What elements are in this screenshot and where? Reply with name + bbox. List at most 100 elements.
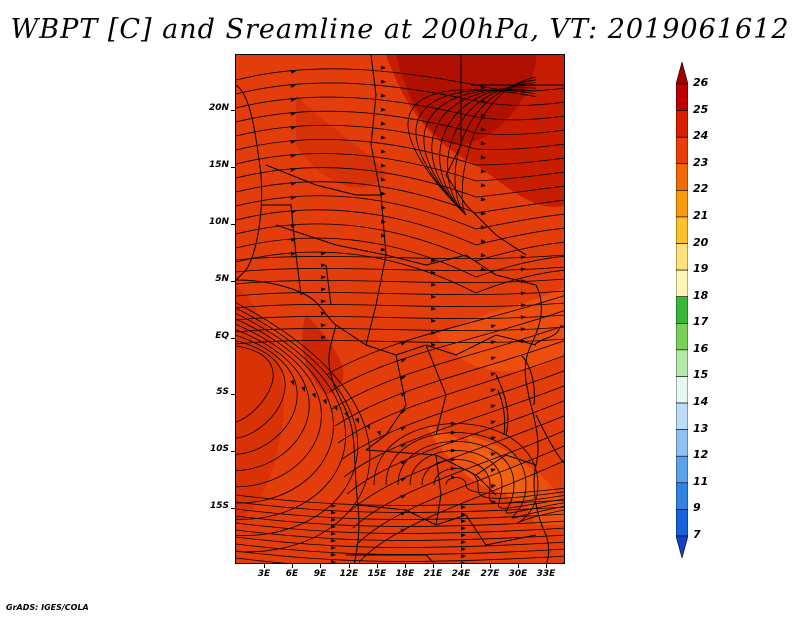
streamline-arrow [330,524,336,529]
streamline-arrow [490,340,496,345]
streamline-arrow [330,538,336,543]
streamline [236,345,274,423]
streamline-arrow [290,83,296,88]
streamline-arrow [290,209,296,214]
streamline [236,266,564,273]
colorbar-swatch [676,216,688,244]
latitude-tick [231,110,235,111]
longitude-tick [349,564,350,568]
streamline-arrow [480,253,486,258]
streamline-arrow [460,505,466,510]
streamline-arrow [320,299,326,304]
colorbar-label: 13 [693,421,709,435]
latitude-tick [231,451,235,452]
streamline-arrow [355,417,359,424]
streamline [236,110,564,135]
longitude-label: 30E [508,569,528,579]
streamline-arrow [490,484,496,489]
streamline [415,89,537,216]
colorbar-swatch [676,110,688,138]
streamline-arrow [430,306,436,311]
colorbar-swatch [676,402,688,430]
latitude-tick [231,508,235,509]
grads-credit: GrADS: IGES/COLA [6,603,89,612]
streamline-arrow [490,436,496,441]
streamline-arrow [290,69,296,74]
colorbar-label: 26 [693,76,709,89]
colorbar-label: 23 [693,155,709,169]
streamline-arrow [380,93,386,98]
streamline [334,340,564,427]
streamline-arrow [290,237,296,242]
longitude-label: 6E [285,569,299,579]
streamline-arrow [480,99,486,104]
streamline [236,550,564,562]
streamline [236,96,564,121]
colorbar-label: 19 [693,262,709,276]
longitude-label: 24E [451,569,471,579]
streamline [236,334,298,455]
streamline-arrow [344,411,349,417]
streamline-arrow [490,468,496,473]
streamline-arrow [322,399,327,405]
streamline-arrow [430,270,436,275]
latitude-label: 5S [216,387,229,397]
streamline-arrow [290,167,296,172]
colorbar [676,62,688,558]
longitude-tick [320,564,321,568]
streamline-arrow [400,443,406,448]
streamline-arrow [380,247,386,252]
colorbar-swatch [676,455,688,484]
streamline [236,278,564,285]
streamline-arrow [451,439,456,444]
streamline [385,432,564,519]
streamline-arrow [312,392,316,399]
streamline [236,307,359,536]
colorbar-swatch [676,376,688,404]
streamline-arrow [460,533,466,538]
streamline-arrow [380,79,386,84]
streamline-arrow [520,315,526,320]
streamline-arrow [380,121,386,126]
colorbar-label: 24 [693,129,709,143]
streamline [236,138,564,166]
streamline-arrow [290,153,296,158]
streamline [236,68,564,92]
streamline [358,460,564,563]
longitude-tick [461,564,462,568]
longitude-label: 15E [367,569,387,579]
streamline-arrow [520,327,526,332]
streamline [407,89,537,216]
streamline-arrow [290,97,296,102]
streamline [325,295,564,376]
streamline-arrow [380,149,386,154]
streamline [236,237,564,278]
streamline [236,124,564,150]
latitude-tick [231,281,235,282]
longitude-tick [264,564,265,568]
streamline-arrow [290,111,296,116]
streamline-arrow [460,519,466,524]
map-panel [235,54,565,564]
streamline-arrow [380,205,386,210]
streamline-arrow [430,294,436,299]
streamline-arrow [400,460,406,465]
streamline-arrow [330,503,336,508]
streamline [340,370,564,461]
streamline-arrow [330,545,336,550]
streamlines-200hpa [236,68,564,563]
streamline [433,468,564,499]
longitude-tick [292,564,293,568]
streamline-arrow [490,356,496,361]
streamline [236,195,564,230]
streamline-arrow [400,511,406,516]
streamline [346,400,564,495]
longitude-tick [518,564,519,568]
streamline [331,325,564,410]
streamline-arrow [451,421,456,426]
streamline-arrow [380,65,386,70]
streamline-arrow [290,125,296,130]
longitude-label: 27E [480,569,500,579]
streamline-arrow [430,282,436,287]
streamline-arrow [400,375,406,380]
